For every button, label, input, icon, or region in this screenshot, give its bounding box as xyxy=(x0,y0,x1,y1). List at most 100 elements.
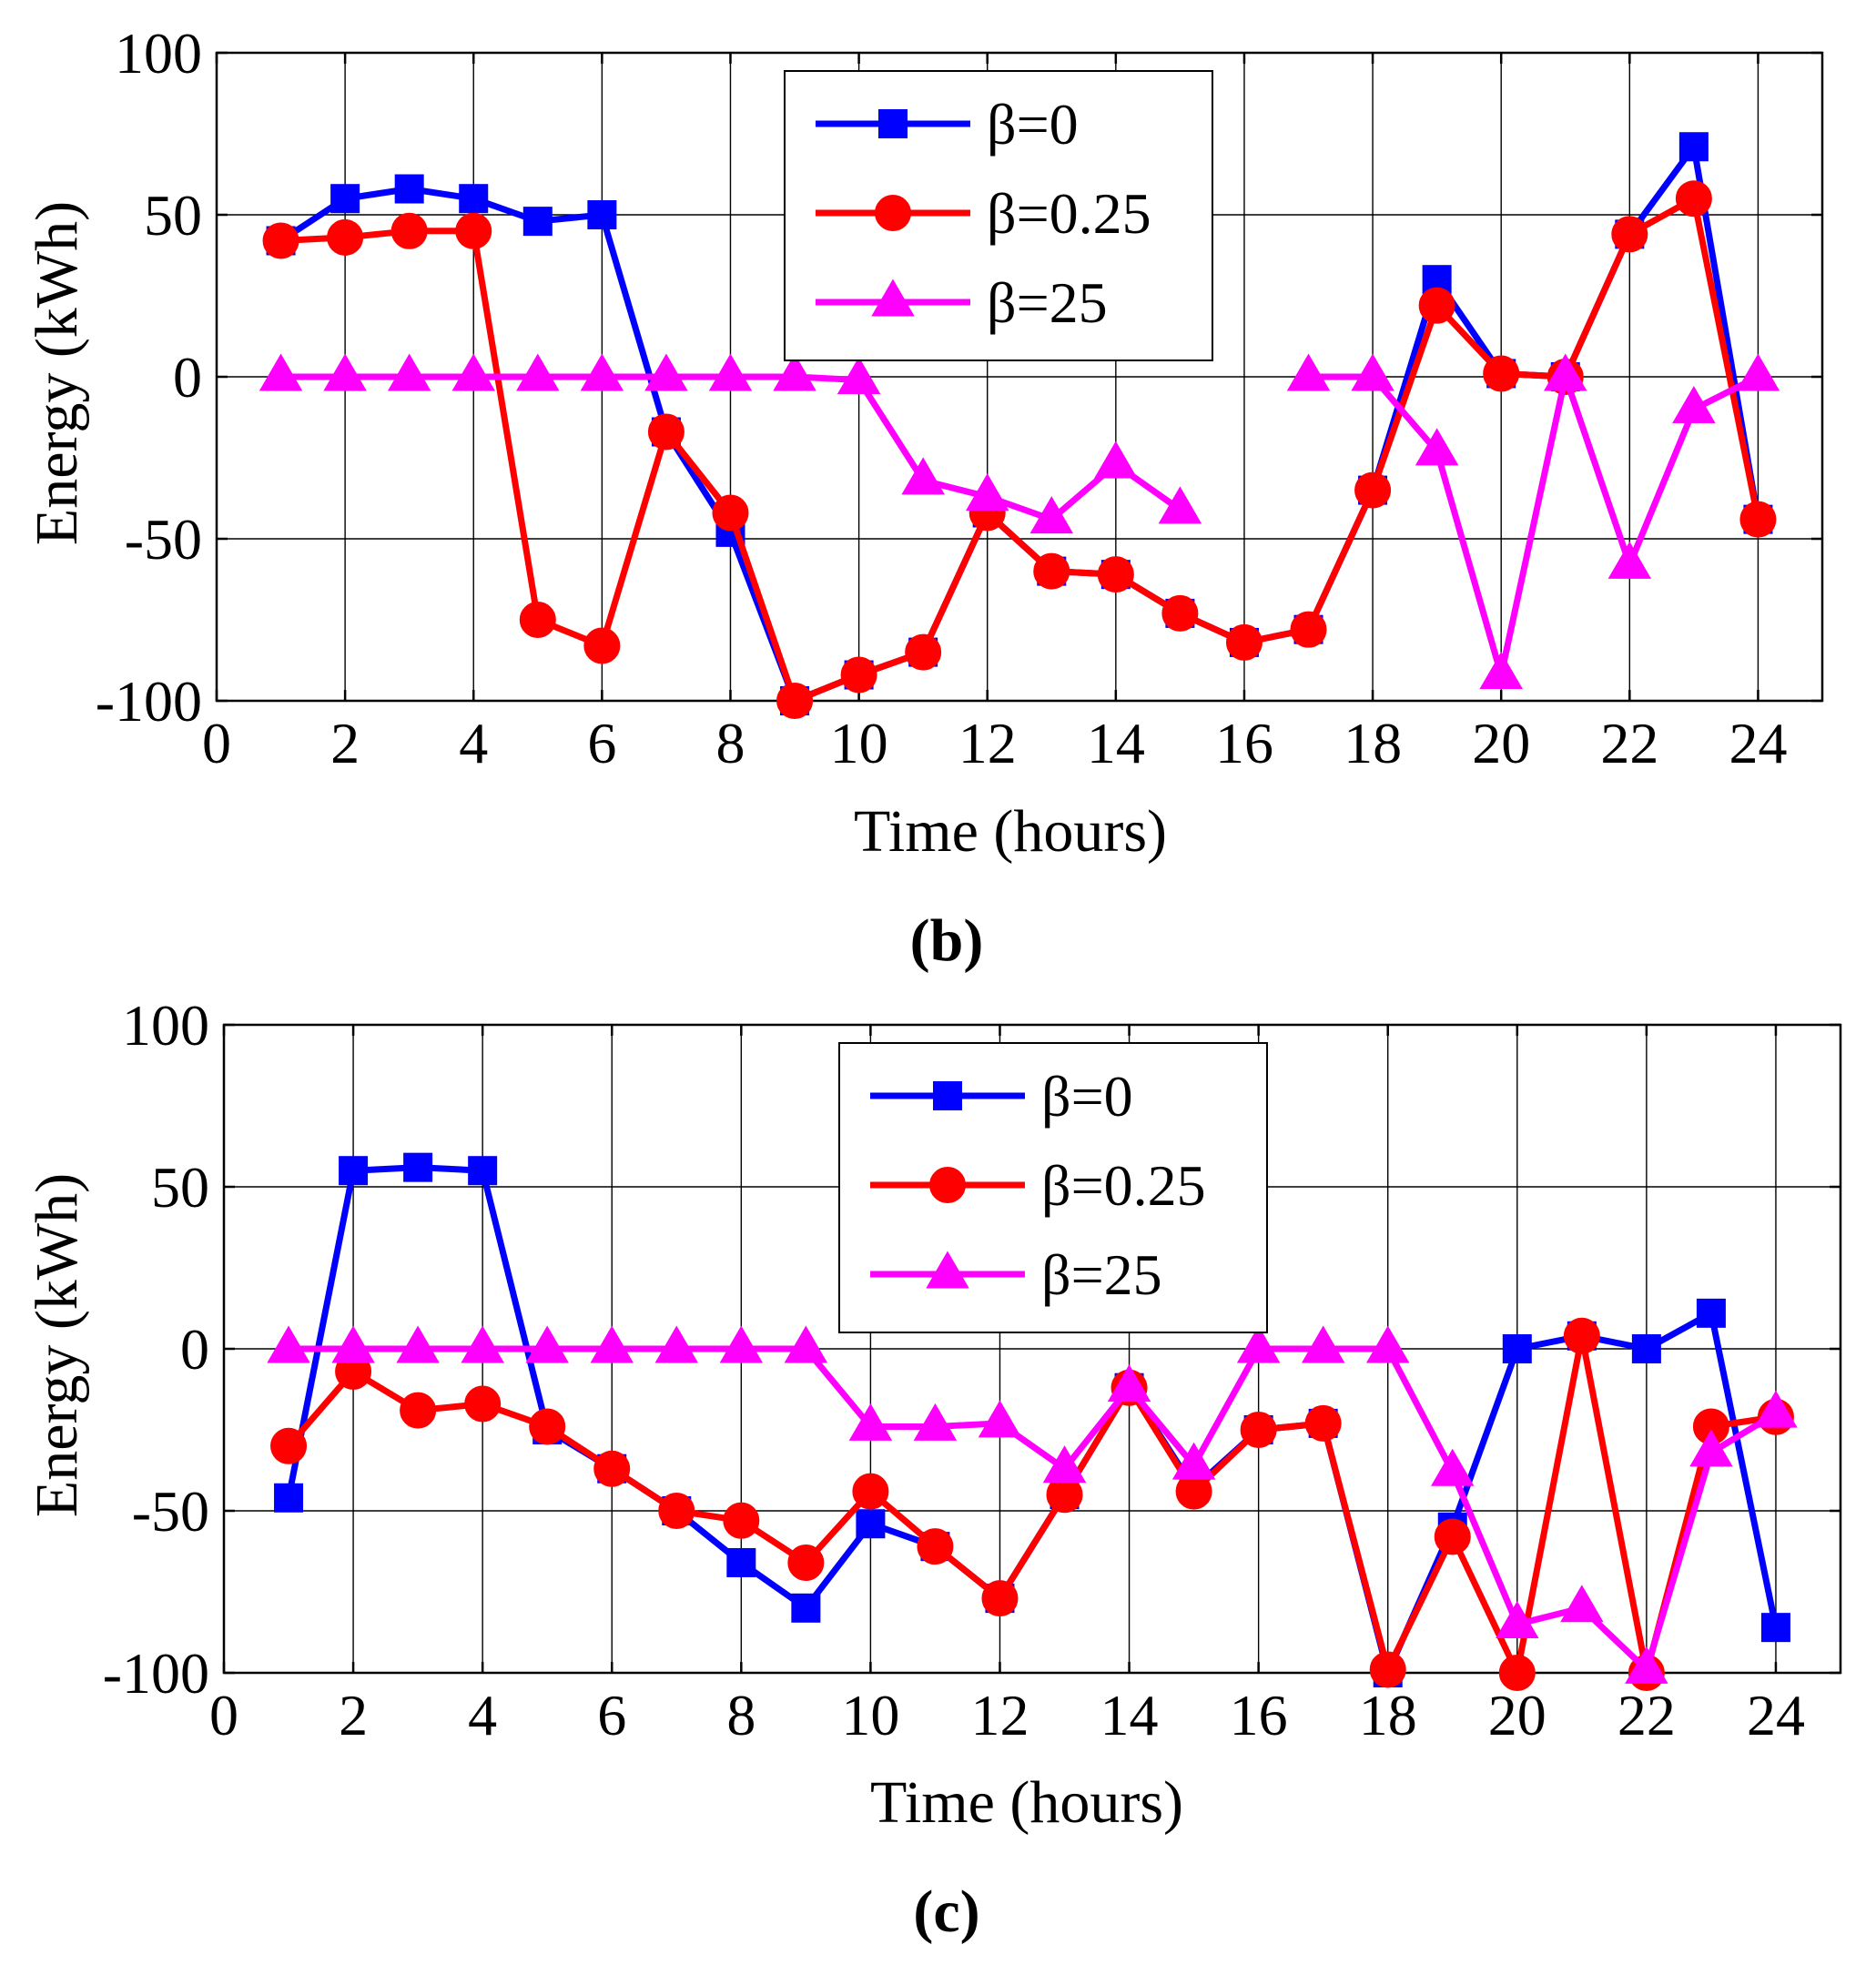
data-point-circle xyxy=(1434,1518,1471,1555)
y-tick-label: 0 xyxy=(180,1317,209,1382)
data-point-triangle xyxy=(580,353,624,391)
x-axis-label: Time (hours) xyxy=(854,798,1167,865)
data-point-square xyxy=(1678,132,1709,162)
data-point-circle xyxy=(712,494,749,532)
y-tick-label: -100 xyxy=(103,1641,209,1706)
data-point-triangle xyxy=(719,1325,764,1363)
legend-item: β=0 xyxy=(870,1064,1133,1129)
chart-caption: (c) xyxy=(913,1879,979,1945)
data-point-triangle xyxy=(451,353,495,391)
data-point-triangle xyxy=(654,1325,699,1363)
data-point-triangle xyxy=(590,1325,634,1363)
x-tick-label: 22 xyxy=(1600,711,1658,775)
data-point-circle xyxy=(852,1473,889,1510)
data-point-triangle xyxy=(1415,428,1459,466)
data-point-triangle xyxy=(848,1403,893,1441)
data-point-triangle xyxy=(1625,1646,1668,1684)
data-point-circle xyxy=(1240,1412,1277,1448)
data-point-triangle xyxy=(644,353,688,391)
data-point-triangle xyxy=(1736,353,1780,391)
data-point-circle xyxy=(270,1427,308,1464)
data-point-triangle xyxy=(461,1325,504,1363)
data-point-triangle xyxy=(1029,496,1074,534)
data-point-square xyxy=(1631,1334,1661,1363)
data-point-triangle xyxy=(1689,1429,1733,1467)
data-point-triangle xyxy=(1094,441,1138,479)
y-tick-label: 100 xyxy=(122,993,209,1058)
data-point-triangle xyxy=(1301,1325,1345,1363)
data-point-triangle xyxy=(267,1325,310,1363)
data-point-triangle xyxy=(516,353,560,391)
x-tick-label: 24 xyxy=(1729,711,1787,775)
legend-label: β=25 xyxy=(987,270,1108,335)
legend-marker-circle xyxy=(929,1167,966,1203)
x-tick-label: 12 xyxy=(970,1683,1029,1747)
legend-label: β=0.25 xyxy=(1041,1153,1206,1218)
data-point-circle xyxy=(1304,1404,1342,1442)
series-beta025 xyxy=(270,1317,1794,1691)
x-tick-label: 12 xyxy=(958,711,1017,775)
data-point-triangle xyxy=(773,353,816,391)
x-tick-label: 4 xyxy=(468,1683,497,1747)
legend-item: β=25 xyxy=(870,1242,1162,1307)
x-tick-label: 8 xyxy=(726,1683,755,1747)
data-point-triangle xyxy=(1286,353,1331,391)
series-beta25 xyxy=(259,353,1780,689)
legend-item: β=25 xyxy=(816,270,1108,335)
legend-item: β=0.25 xyxy=(870,1153,1206,1218)
x-tick-label: 14 xyxy=(1087,711,1145,775)
x-tick-label: 18 xyxy=(1359,1683,1417,1747)
data-point-circle xyxy=(327,218,364,256)
data-point-circle xyxy=(917,1528,954,1565)
data-point-triangle xyxy=(1607,541,1652,579)
y-axis-label: Energy (kWh) xyxy=(24,1173,90,1517)
data-point-square xyxy=(274,1483,304,1513)
x-tick-label: 20 xyxy=(1472,711,1530,775)
chart-caption: (b) xyxy=(910,907,984,974)
data-point-circle xyxy=(1418,287,1455,324)
data-point-circle xyxy=(776,683,814,719)
data-point-circle xyxy=(1611,216,1648,253)
data-point-triangle xyxy=(1431,1448,1475,1486)
y-tick-label: -50 xyxy=(132,1479,209,1544)
data-point-circle xyxy=(1225,623,1262,661)
x-tick-label: 6 xyxy=(587,711,616,775)
legend-item: β=0.25 xyxy=(816,181,1151,246)
data-point-circle xyxy=(1369,1651,1406,1688)
data-point-square xyxy=(339,1156,369,1186)
data-point-circle xyxy=(583,627,621,664)
series-beta25 xyxy=(267,1325,1798,1684)
data-point-circle xyxy=(787,1544,825,1581)
y-tick-label: 100 xyxy=(115,21,202,86)
data-point-triangle xyxy=(1042,1445,1087,1484)
data-point-triangle xyxy=(784,1325,828,1363)
legend-label: β=0 xyxy=(987,92,1079,157)
data-point-circle xyxy=(464,1385,502,1423)
y-tick-label: 0 xyxy=(173,345,202,410)
data-point-triangle xyxy=(913,1403,958,1441)
legend-marker-square xyxy=(933,1081,962,1110)
x-tick-label: 10 xyxy=(830,711,888,775)
x-tick-label: 0 xyxy=(209,1683,238,1747)
y-tick-label: -50 xyxy=(125,507,202,572)
data-point-square xyxy=(330,184,360,214)
data-point-square xyxy=(459,184,489,214)
data-point-triangle xyxy=(323,353,367,391)
data-point-circle xyxy=(593,1450,631,1487)
data-point-circle xyxy=(1498,1655,1536,1691)
data-point-triangle xyxy=(901,457,945,495)
data-point-triangle xyxy=(525,1325,569,1363)
x-tick-label: 2 xyxy=(339,1683,368,1747)
data-point-circle xyxy=(1675,180,1712,218)
data-point-circle xyxy=(1739,501,1777,538)
data-point-triangle xyxy=(1158,486,1202,524)
data-point-triangle xyxy=(708,353,753,391)
data-point-circle xyxy=(519,602,556,638)
data-point-square xyxy=(726,1547,756,1577)
data-point-circle xyxy=(1563,1317,1600,1354)
series-line xyxy=(286,1332,1777,1676)
x-tick-label: 22 xyxy=(1617,1683,1676,1747)
data-point-circle xyxy=(1483,355,1520,392)
